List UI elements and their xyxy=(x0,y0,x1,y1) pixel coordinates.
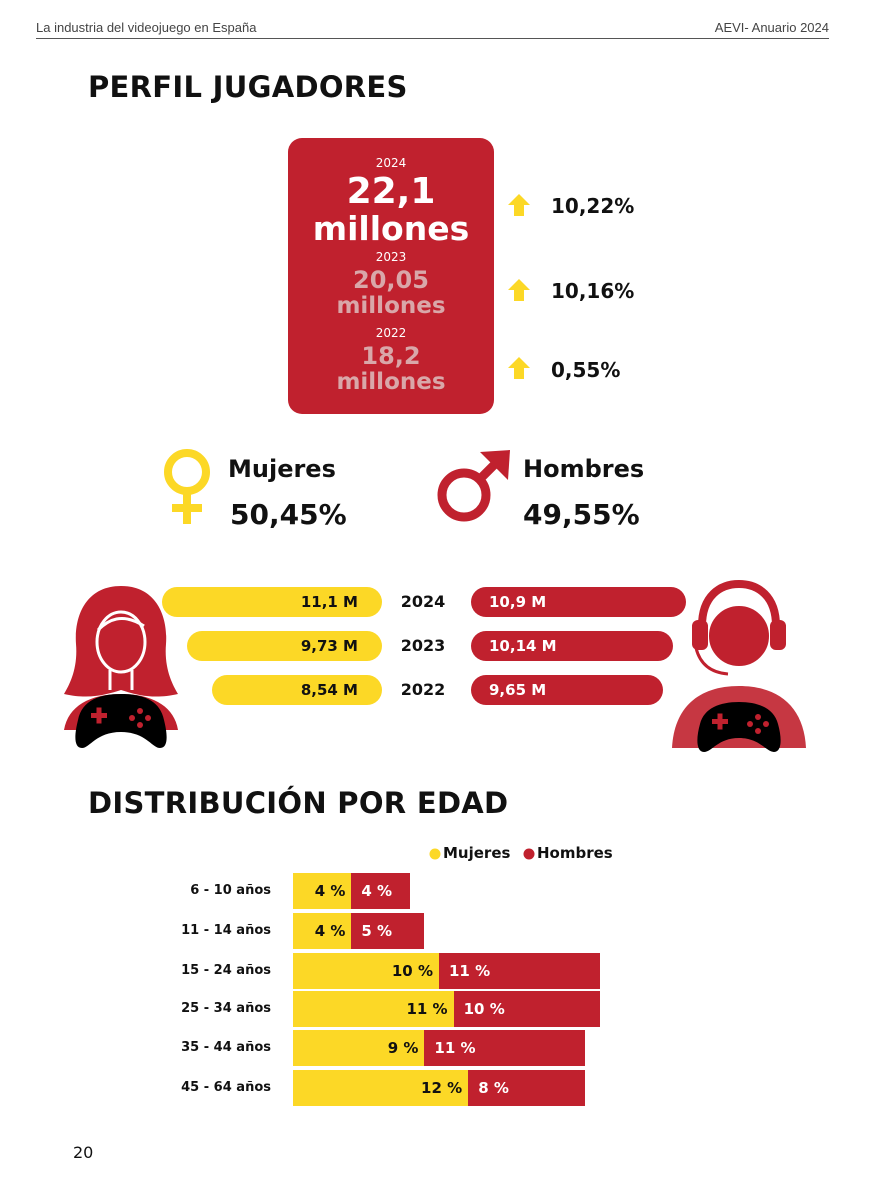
female-symbol-icon xyxy=(164,449,210,524)
change-2023: 10,16% xyxy=(551,279,635,303)
female-bar-2022: 8,54 M xyxy=(212,675,382,705)
male-bar-2024: 10,9 M xyxy=(471,587,686,617)
female-bar-2023: 9,73 M xyxy=(187,631,382,661)
male-bar-2022: 9,65 M xyxy=(471,675,663,705)
legend-dot-hombres xyxy=(523,848,535,860)
year-label-2024: 2024 xyxy=(400,592,446,611)
legend-label-hombres: Hombres xyxy=(537,844,613,862)
legend-dot-mujeres xyxy=(429,848,441,860)
header-left-text: La industria del videojuego en España xyxy=(36,20,257,35)
card-value-2023: 20,05 xyxy=(353,266,429,294)
male-symbol-icon xyxy=(437,450,510,522)
female-label: Mujeres xyxy=(228,455,336,483)
female-bar-2024: 11,1 M xyxy=(162,587,382,617)
header-divider xyxy=(36,38,829,39)
bar-segment-hombres: 11 % xyxy=(439,953,600,989)
bar-segment-hombres: 10 % xyxy=(453,991,600,1027)
male-bar-2023: 10,14 M xyxy=(471,631,673,661)
bar-segment-mujeres: 10 % xyxy=(293,953,439,989)
arrow-up-icon xyxy=(508,194,530,216)
section-title-perfil: PERFIL JUGADORES xyxy=(88,70,408,104)
male-percentage: 49,55% xyxy=(523,498,640,531)
male-gamer-icon xyxy=(672,579,806,752)
players-card: 2024 22,1 millones 2023 20,05 millones 2… xyxy=(288,138,494,414)
bar-segment-hombres: 4 % xyxy=(351,873,410,909)
year-label-2023: 2023 xyxy=(400,636,446,655)
card-value-2024: 22,1 xyxy=(346,171,436,212)
card-unit-2022: millones xyxy=(336,369,446,395)
age-category-label: 6 - 10 años xyxy=(190,883,271,898)
card-year-2023: 2023 xyxy=(375,250,407,264)
female-percentage: 50,45% xyxy=(230,498,347,531)
change-2022: 0,55% xyxy=(551,358,621,382)
card-value-2022: 18,2 xyxy=(361,342,421,370)
bar-segment-hombres: 8 % xyxy=(468,1070,585,1106)
age-category-label: 45 - 64 años xyxy=(181,1080,271,1095)
female-gamer-icon xyxy=(64,586,178,748)
arrow-up-icon xyxy=(508,357,530,379)
card-unit-2023: millones xyxy=(336,293,446,319)
male-label: Hombres xyxy=(523,455,645,483)
age-category-label: 11 - 14 años xyxy=(181,923,271,938)
bar-segment-mujeres: 9 % xyxy=(293,1030,425,1066)
legend-label-mujeres: Mujeres xyxy=(443,844,511,862)
bar-segment-hombres: 11 % xyxy=(424,1030,585,1066)
age-category-label: 25 - 34 años xyxy=(181,1001,271,1016)
age-category-label: 35 - 44 años xyxy=(181,1040,271,1055)
bar-segment-mujeres: 12 % xyxy=(293,1070,469,1106)
page-number: 20 xyxy=(73,1143,94,1162)
section-title-distribucion: DISTRIBUCIÓN POR EDAD xyxy=(88,786,509,820)
card-year-2024: 2024 xyxy=(375,156,407,170)
bar-segment-hombres: 5 % xyxy=(351,913,425,949)
change-2024: 10,22% xyxy=(551,194,635,218)
arrow-up-icon xyxy=(508,279,530,301)
bar-segment-mujeres: 4 % xyxy=(293,913,352,949)
bar-segment-mujeres: 11 % xyxy=(293,991,454,1027)
year-label-2022: 2022 xyxy=(400,680,446,699)
header-right-text: AEVI- Anuario 2024 xyxy=(714,20,829,35)
age-category-label: 15 - 24 años xyxy=(181,963,271,978)
card-unit-2024: millones xyxy=(312,209,470,248)
bar-segment-mujeres: 4 % xyxy=(293,873,352,909)
card-year-2022: 2022 xyxy=(375,326,407,340)
